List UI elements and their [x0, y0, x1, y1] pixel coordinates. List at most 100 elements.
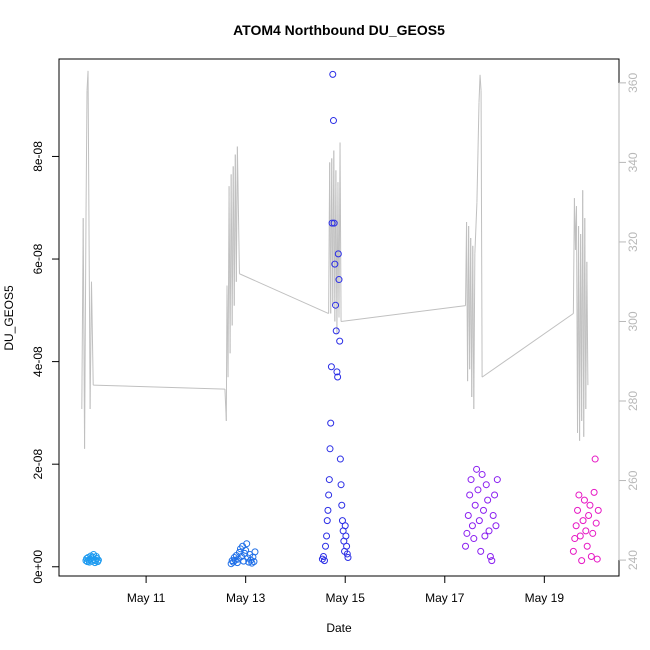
- y-tick-label: 4e-08: [31, 346, 45, 377]
- scatter-point: [582, 527, 590, 535]
- scatter-point: [466, 491, 474, 499]
- scatter-point: [484, 496, 492, 504]
- scatter-point: [251, 548, 259, 556]
- scatter-point: [343, 542, 351, 550]
- scatter-point: [479, 506, 487, 514]
- chart-title: ATOM4 Northbound DU_GEOS5: [233, 22, 445, 38]
- scatter-point: [587, 553, 595, 561]
- scatter-point: [331, 260, 339, 268]
- scatter-point: [572, 522, 580, 530]
- secondary-line-segment: [473, 253, 476, 409]
- scatter-point: [467, 476, 475, 484]
- secondary-line-segment: [476, 102, 480, 203]
- scatter-point: [583, 542, 591, 550]
- scatter-point: [590, 488, 598, 496]
- scatter-point: [320, 557, 328, 565]
- scatter-point: [94, 556, 102, 564]
- scatter-point: [325, 476, 333, 484]
- y2-tick-label: 300: [626, 311, 640, 331]
- x-tick-label: May 11: [127, 591, 166, 605]
- scatter-point: [343, 550, 351, 558]
- x-tick-label: May 15: [326, 591, 366, 605]
- scatter-point: [569, 547, 577, 555]
- scatter-point: [229, 558, 237, 566]
- scatter-point: [463, 529, 471, 537]
- scatter-point: [335, 276, 343, 284]
- scatter-point: [592, 519, 600, 527]
- scatter-point: [489, 511, 497, 519]
- secondary-line-segment: [89, 281, 92, 409]
- scatter-point: [591, 455, 599, 463]
- scatter-point: [243, 540, 251, 548]
- scatter-point: [470, 535, 478, 543]
- y2-axis: 240 260 280 300 320 340 360: [618, 73, 640, 570]
- y-tick-label: 2e-08: [31, 449, 45, 480]
- secondary-line-segment: [339, 142, 342, 322]
- y2-tick-label: 340: [626, 152, 640, 172]
- secondary-line-segment: [341, 305, 466, 322]
- scatter-point: [488, 557, 496, 565]
- scatter-point: [337, 481, 345, 489]
- scatter-point: [338, 501, 346, 509]
- secondary-line-segment: [84, 222, 87, 449]
- y-tick-label: 6e-08: [31, 243, 45, 274]
- scatter-point: [329, 117, 337, 125]
- scatter-point: [589, 529, 597, 537]
- points-layer: [82, 70, 602, 568]
- secondary-line-segment: [572, 198, 575, 314]
- scatter-point: [586, 501, 594, 509]
- scatter-point: [578, 557, 586, 565]
- secondary-line-segment: [236, 146, 240, 274]
- y2-tick-label: 280: [626, 391, 640, 411]
- y-tick-label: 8e-08: [31, 141, 45, 172]
- scatter-point: [324, 506, 332, 514]
- scatter-point: [241, 549, 249, 557]
- secondary-line-segment: [93, 384, 225, 390]
- x-axis: May 11 May 13 May 15 May 17 May 19: [127, 575, 565, 605]
- scatter-point: [473, 465, 481, 473]
- secondary-line-segment: [474, 202, 478, 254]
- scatter-point: [332, 301, 340, 309]
- scatter-point: [585, 511, 593, 519]
- secondary-line-segment: [480, 90, 483, 378]
- x-axis-label: Date: [326, 621, 352, 635]
- scatter-point: [478, 470, 486, 478]
- y2-tick-label: 260: [626, 470, 640, 490]
- scatter-point: [336, 455, 344, 463]
- scatter-point: [575, 491, 583, 499]
- secondary-line-segment: [87, 70, 91, 409]
- scatter-point: [93, 555, 101, 563]
- scatter-point: [464, 511, 472, 519]
- scatter-point: [593, 555, 601, 563]
- y2-tick-label: 320: [626, 232, 640, 252]
- y-axis: 0e+00 2e-08 4e-08 6e-08 8e-08: [31, 141, 60, 584]
- scatter-point: [492, 522, 500, 530]
- secondary-line-segment: [479, 74, 482, 91]
- scatter-point: [319, 553, 327, 561]
- secondary-line-segment: [90, 281, 94, 386]
- scatter-point: [576, 532, 584, 540]
- x-tick-label: May 13: [226, 591, 266, 605]
- scatter-point: [334, 373, 342, 381]
- scatter-point: [477, 547, 485, 555]
- scatter-point: [342, 532, 350, 540]
- x-tick-label: May 19: [525, 591, 565, 605]
- secondary-line-segment: [235, 146, 238, 282]
- scatter-point: [341, 522, 349, 530]
- scatter-point: [486, 553, 494, 561]
- y-axis-label: DU_GEOS5: [2, 285, 16, 351]
- scatter-point: [474, 486, 482, 494]
- scatter-point: [327, 419, 335, 427]
- secondary-line-segment: [481, 313, 574, 378]
- scatter-point: [330, 219, 338, 227]
- scatter-point: [344, 554, 352, 562]
- scatter-point: [322, 542, 330, 550]
- scatter-point: [329, 70, 337, 78]
- scatter-point: [250, 558, 258, 566]
- scatter-point: [233, 559, 241, 567]
- scatter-point: [333, 368, 341, 376]
- scatter-point: [579, 517, 587, 525]
- scatter-point: [332, 327, 340, 335]
- scatter-point: [493, 476, 501, 484]
